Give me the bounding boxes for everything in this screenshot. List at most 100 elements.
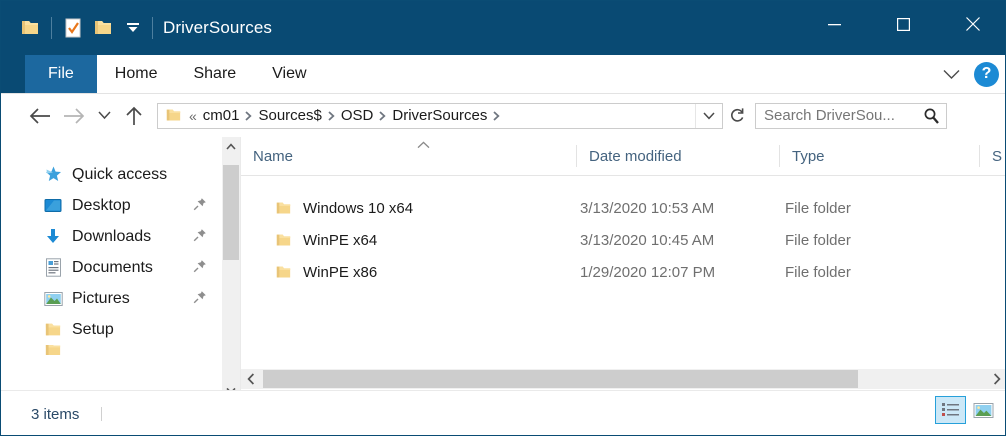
pin-icon[interactable] <box>193 259 207 278</box>
title-bar: DriverSources <box>1 1 1005 55</box>
scroll-right-arrow-icon[interactable] <box>987 369 1005 389</box>
close-button[interactable] <box>938 1 1005 47</box>
sidebar-item-quick-access[interactable]: Quick access <box>1 159 221 190</box>
refresh-button[interactable] <box>723 103 751 129</box>
search-input[interactable]: Search DriverSou... <box>764 107 895 124</box>
search-box[interactable]: Search DriverSou... <box>755 102 947 130</box>
sidebar-item-desktop[interactable]: Desktop <box>1 190 221 221</box>
file-name-cell[interactable]: WinPE x64 <box>241 232 377 249</box>
navigation-pane: Quick access Desktop <box>1 137 221 399</box>
maximize-button[interactable] <box>869 1 938 47</box>
column-header-date-modified[interactable]: Date modified <box>577 137 779 175</box>
chevron-right-icon[interactable] <box>242 110 255 121</box>
help-button[interactable]: ? <box>974 61 999 87</box>
sort-ascending-icon <box>417 140 430 152</box>
tab-home[interactable]: Home <box>97 55 176 93</box>
table-row[interactable]: Windows 10 x64 3/13/2020 10:53 AM File f… <box>241 192 1005 224</box>
scroll-left-arrow-icon[interactable] <box>241 369 261 389</box>
table-row[interactable]: WinPE x64 3/13/2020 10:45 AM File folder <box>241 224 1005 256</box>
column-header-date-label: Date modified <box>589 147 682 165</box>
sidebar-item-clipped[interactable] <box>1 345 221 355</box>
breadcrumb-folder-icon <box>158 108 188 123</box>
documents-icon <box>43 258 63 278</box>
forward-button[interactable] <box>57 99 91 133</box>
file-name-label: Windows 10 x64 <box>303 199 414 217</box>
column-divider[interactable] <box>979 145 980 167</box>
folder-icon <box>275 265 292 280</box>
large-icons-view-button[interactable] <box>968 396 999 424</box>
folder-icon <box>43 345 63 355</box>
view-mode-buttons <box>935 396 999 424</box>
sidebar-item-label: Downloads <box>72 227 152 245</box>
up-button[interactable] <box>117 99 151 133</box>
pin-icon[interactable] <box>193 290 207 309</box>
breadcrumb-item-sources[interactable]: Sources$ <box>258 107 322 124</box>
sidebar-item-setup[interactable]: Setup <box>1 314 221 345</box>
chevron-right-icon[interactable] <box>325 110 338 121</box>
address-bar: « cm01 Sources$ OSD DriverSources <box>1 94 1005 137</box>
scrollbar-thumb[interactable] <box>263 370 858 388</box>
file-name-label: WinPE x64 <box>303 231 378 249</box>
breadcrumb-item-cm01[interactable]: cm01 <box>202 107 240 124</box>
file-name-label: WinPE x86 <box>303 263 378 281</box>
folder-icon[interactable] <box>15 11 45 45</box>
ribbon-left-filler <box>1 55 25 93</box>
details-view-button[interactable] <box>935 396 966 424</box>
file-date-cell: 3/13/2020 10:53 AM <box>580 199 715 217</box>
breadcrumb-overflow[interactable]: « <box>189 107 197 124</box>
sidebar-item-documents[interactable]: Documents <box>1 252 221 283</box>
file-rows: Windows 10 x64 3/13/2020 10:53 AM File f… <box>241 176 1005 288</box>
chevron-down-icon[interactable] <box>938 61 964 87</box>
chevron-right-icon[interactable] <box>490 110 503 121</box>
properties-icon[interactable] <box>58 11 88 45</box>
table-row[interactable]: WinPE x86 1/29/2020 12:07 PM File folder <box>241 256 1005 288</box>
column-divider[interactable] <box>576 145 577 167</box>
sidebar-item-downloads[interactable]: Downloads <box>1 221 221 252</box>
folder-icon <box>275 201 292 216</box>
scrollbar-thumb[interactable] <box>223 165 239 260</box>
new-folder-icon[interactable] <box>88 11 118 45</box>
column-header-name[interactable]: Name <box>241 137 576 175</box>
title-divider <box>152 17 153 39</box>
tab-view-label: View <box>272 65 307 82</box>
column-header-size-label: S <box>992 147 1003 165</box>
ribbon-tab-bar: File Home Share View ? <box>1 55 1005 94</box>
scroll-up-arrow-icon[interactable] <box>222 137 240 155</box>
sidebar-item-label: Setup <box>72 320 114 338</box>
breadcrumb-item-driversources[interactable]: DriverSources <box>392 107 488 124</box>
status-divider <box>101 407 103 421</box>
tab-share[interactable]: Share <box>175 55 254 93</box>
tab-view[interactable]: View <box>254 55 324 93</box>
breadcrumb-item-osd[interactable]: OSD <box>340 107 374 124</box>
help-label: ? <box>981 65 992 82</box>
column-header-type[interactable]: Type <box>780 137 979 175</box>
navigation-pane-scrollbar[interactable] <box>222 137 241 399</box>
desktop-icon <box>43 196 63 216</box>
pin-icon[interactable] <box>193 228 207 247</box>
breadcrumb-dropdown-icon[interactable] <box>695 103 722 128</box>
sidebar-item-label: Quick access <box>72 165 168 183</box>
sidebar-item-pictures[interactable]: Pictures <box>1 283 221 314</box>
search-icon[interactable] <box>923 107 940 130</box>
downloads-icon <box>43 227 63 247</box>
ribbon-tabs: File Home Share View <box>25 55 325 93</box>
column-header-size[interactable]: S <box>980 137 1005 175</box>
recent-locations-button[interactable] <box>91 99 117 133</box>
breadcrumb-bar[interactable]: « cm01 Sources$ OSD DriverSources <box>157 102 723 129</box>
item-count-label: 3 items <box>31 405 80 423</box>
back-button[interactable] <box>23 99 57 133</box>
chevron-down-icon[interactable] <box>118 11 148 45</box>
column-divider[interactable] <box>779 145 780 167</box>
file-date-cell: 3/13/2020 10:45 AM <box>580 231 715 249</box>
chevron-right-icon[interactable] <box>376 110 389 121</box>
star-icon <box>43 165 63 185</box>
file-date-cell: 1/29/2020 12:07 PM <box>580 263 716 281</box>
pin-icon[interactable] <box>193 197 207 216</box>
file-name-cell[interactable]: Windows 10 x64 <box>241 200 413 217</box>
window-controls <box>800 1 1005 47</box>
tab-file[interactable]: File <box>25 55 97 93</box>
file-name-cell[interactable]: WinPE x86 <box>241 264 377 281</box>
file-list-horizontal-scrollbar[interactable] <box>241 369 1005 389</box>
minimize-button[interactable] <box>800 1 869 47</box>
